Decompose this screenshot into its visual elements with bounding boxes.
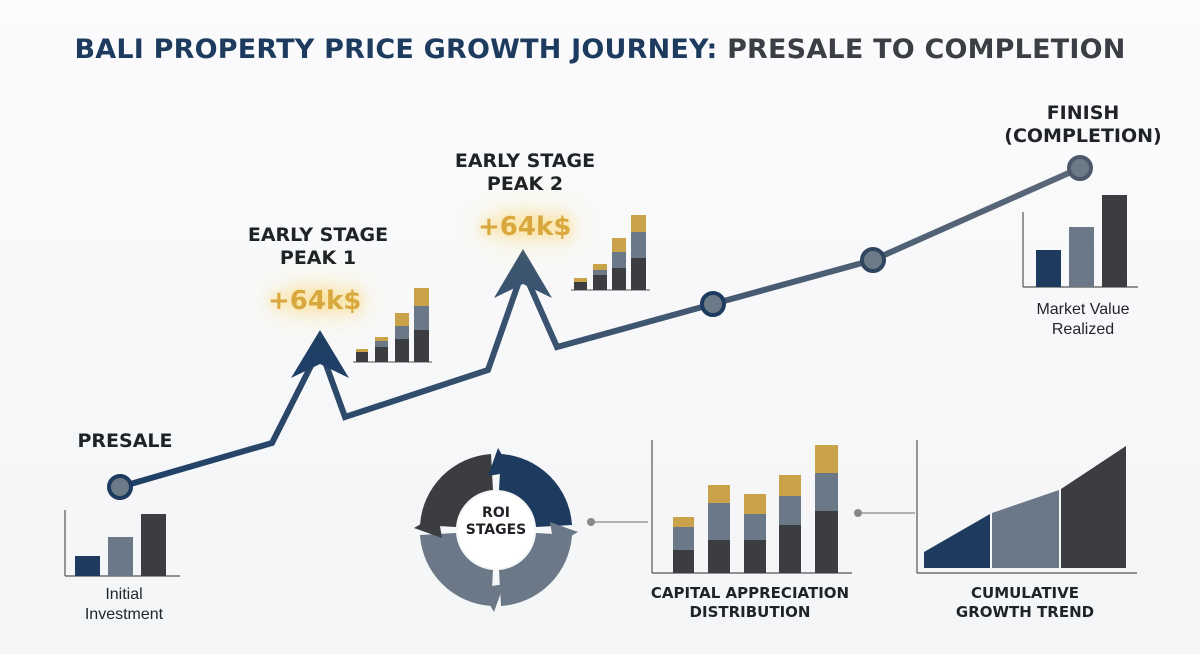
distribution-bar-1 [673,517,694,573]
peak-2-gain: +64k$ [478,212,572,242]
distribution-label: CAPITAL APPRECIATION DISTRIBUTION [650,584,850,622]
donut-segment-4 [420,454,493,527]
presale-bar-2 [108,537,133,576]
distribution-bar-2 [708,485,730,573]
donut-segment-2 [499,533,572,606]
donut-label: ROI STAGES [465,505,527,539]
presale-bar-1 [75,556,100,576]
donut-segment-3 [420,533,493,606]
presale-label: PRESALE [77,430,173,452]
donut-segment-1 [499,454,572,527]
distribution-bar-5 [815,445,838,573]
distribution-chart [651,440,852,574]
trend-label: CUMULATIVE GROWTH TREND [955,584,1095,622]
title-part-2: PRESALE TO COMPLETION [727,34,1126,65]
presale-bar-3 [141,514,166,576]
finish-bar-chart [1022,195,1138,288]
peak-2-label: EARLY STAGE PEAK 2 [454,150,596,196]
finish-label: FINISH (COMPLETION) [1004,102,1162,148]
trend-segment-2 [992,490,1059,568]
distribution-bar-4 [779,475,801,573]
peak-2-arrowhead [494,249,552,298]
trend-chart [916,440,1137,574]
finish-bar-2 [1069,227,1094,287]
finish-node [1067,155,1093,181]
milestone-node-2 [860,247,886,273]
trend-segment-1 [924,514,990,568]
finish-bar-3 [1102,195,1127,287]
finish-bar-1 [1036,250,1061,287]
peak-1-stacked-bars [353,288,432,363]
peak-2-stacked-bars [571,215,650,291]
finish-caption: Market Value Realized [1036,301,1130,338]
presale-bar-chart [64,510,180,577]
presale-node [107,474,133,500]
presale-caption: Initial Investment [84,586,164,623]
growth-path [117,165,1083,490]
roi-donut [414,448,578,612]
peak-1-arrowhead [291,330,349,378]
milestone-node-1 [700,291,726,317]
peak-1-label: EARLY STAGE PEAK 1 [247,224,389,270]
trend-segment-3 [1061,446,1126,568]
page-title: BALI PROPERTY PRICE GROWTH JOURNEY: PRES… [0,34,1200,65]
peak-1-gain: +64k$ [268,286,362,316]
distribution-bar-3 [744,494,766,573]
title-part-1: BALI PROPERTY PRICE GROWTH JOURNEY: [74,34,718,65]
